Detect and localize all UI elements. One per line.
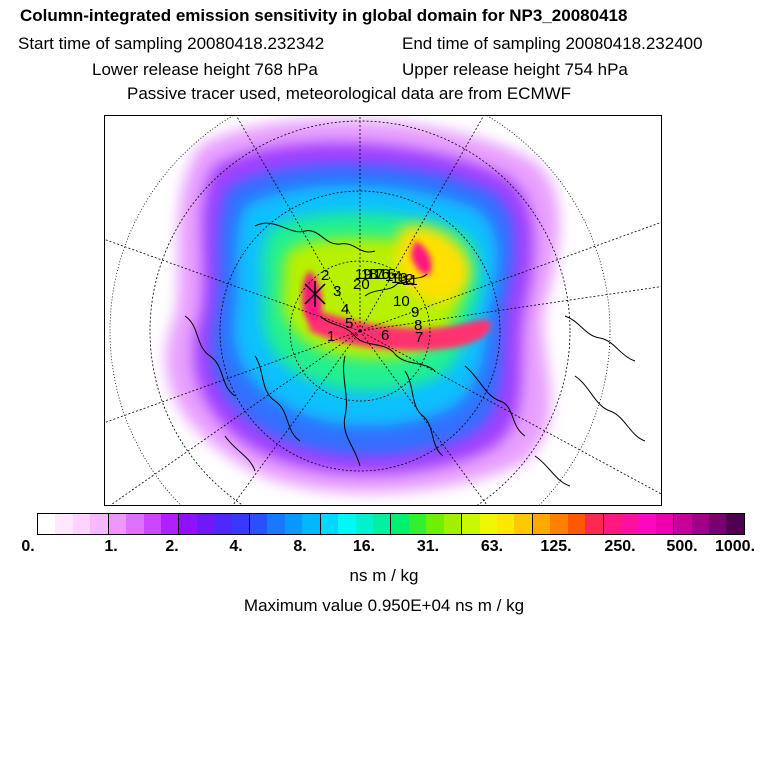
colorbar-segment	[726, 514, 744, 534]
point-label: 9	[411, 304, 419, 321]
colorbar-segment	[479, 514, 497, 534]
graticule	[105, 116, 661, 505]
point-label: 5	[345, 315, 353, 332]
colorbar-segment	[426, 514, 444, 534]
point-label: 4	[341, 301, 349, 318]
colorbar-segment	[585, 514, 604, 534]
lower-release-text: Lower release height 768 hPa	[92, 60, 318, 79]
colorbar-segment	[196, 514, 215, 534]
colorbar-segment	[532, 514, 551, 534]
maximum-value-text: Maximum value 0.950E+04 ns m / kg	[243, 596, 525, 615]
colorbar-segment	[179, 514, 197, 534]
colorbar	[37, 513, 745, 535]
emission-sensitivity-map: 20 10 9 8 7 6 5 4 3 2 1 19 18 17 16 15 1…	[104, 115, 662, 506]
trajectory-labels: 20 10 9 8 7 6 5 4 3 2 1 19 18 17 16 15 1…	[321, 266, 423, 346]
point-label: 7	[415, 329, 423, 346]
point-label: 15	[379, 266, 396, 283]
colorbar-segment	[674, 514, 692, 534]
upper-release-text: Upper release height 754 hPa	[402, 60, 628, 79]
colorbar-tick-label: 250.	[604, 538, 636, 555]
colorbar-segment	[108, 514, 127, 534]
colorbar-segment	[373, 514, 392, 534]
colorbar-tick-label: 500.	[666, 538, 698, 555]
colorbar-segment	[284, 514, 303, 534]
colorbar-segment	[514, 514, 533, 534]
point-label: 11	[402, 272, 418, 289]
colorbar-tick-label: 2.	[165, 538, 179, 555]
colorbar-segment	[620, 514, 639, 534]
point-label: 19	[355, 266, 372, 283]
end-time-text: End time of sampling 20080418.232400	[402, 34, 703, 53]
colorbar-segment	[550, 514, 568, 534]
point-label: 6	[381, 327, 389, 344]
colorbar-segment	[231, 514, 251, 534]
colorbar-segment	[567, 514, 586, 534]
colorbar-segment	[38, 514, 56, 534]
colorbar-segment	[408, 514, 427, 534]
colorbar-tick-labels: 0. 1. 2. 4. 8. 16. 31. 63. 125. 250. 500. 1000.	[0, 538, 768, 558]
point-label: 1	[327, 328, 335, 345]
colorbar-segment	[143, 514, 161, 534]
colorbar-tick-label: 16.	[352, 538, 376, 555]
point-label: 8	[414, 317, 422, 334]
release-point-marker	[304, 281, 326, 307]
colorbar-segment	[250, 514, 268, 534]
point-label: 17	[367, 266, 384, 283]
point-label: 16	[373, 266, 390, 283]
colorbar-tick-label: 8.	[293, 538, 307, 555]
point-label: 10	[393, 293, 410, 310]
colorbar-tick-label: 4.	[229, 538, 243, 555]
plot-title: Column-integrated emission sensitivity i…	[20, 6, 628, 25]
point-label: 13	[391, 270, 408, 287]
sensitivity-field	[165, 118, 560, 494]
colorbar-tick-label: 31.	[416, 538, 440, 555]
colorbar-tick-label: 1000.	[714, 538, 756, 555]
colorbar-segment	[55, 514, 73, 534]
colorbar-segment	[320, 514, 339, 534]
colorbar-tick-label: 0.	[21, 538, 35, 555]
colorbar-segment	[72, 514, 91, 534]
point-label: 18	[361, 266, 378, 283]
colorbar-segment	[267, 514, 285, 534]
colorbar-segment	[691, 514, 710, 534]
colorbar-segment	[90, 514, 109, 534]
point-label: 2	[321, 267, 329, 284]
colorbar-segment	[709, 514, 727, 534]
colorbar-segment	[126, 514, 144, 534]
colorbar-segment	[462, 514, 480, 534]
colorbar-segment	[355, 514, 374, 534]
start-time-text: Start time of sampling 20080418.232342	[18, 34, 325, 53]
colorbar-segment	[496, 514, 515, 534]
units-label: ns m / kg	[349, 566, 419, 585]
tracer-note-text: Passive tracer used, meteorological data…	[127, 84, 572, 103]
colorbar-segment	[160, 514, 180, 534]
point-label: 12	[397, 271, 414, 288]
colorbar-segment	[302, 514, 321, 534]
point-label: 20	[353, 276, 370, 293]
colorbar-segment	[655, 514, 675, 534]
colorbar-segment	[443, 514, 463, 534]
point-label: 3	[333, 283, 341, 300]
colorbar-tick-label: 1.	[104, 538, 118, 555]
colorbar-tick-label: 63.	[480, 538, 504, 555]
colorbar-segment	[638, 514, 656, 534]
colorbar-segment	[214, 514, 232, 534]
coastlines	[184, 222, 646, 487]
point-label: 14	[385, 268, 402, 285]
colorbar-segment	[603, 514, 621, 534]
colorbar-segment	[391, 514, 409, 534]
colorbar-tick-label: 125.	[540, 538, 572, 555]
colorbar-segment	[338, 514, 356, 534]
